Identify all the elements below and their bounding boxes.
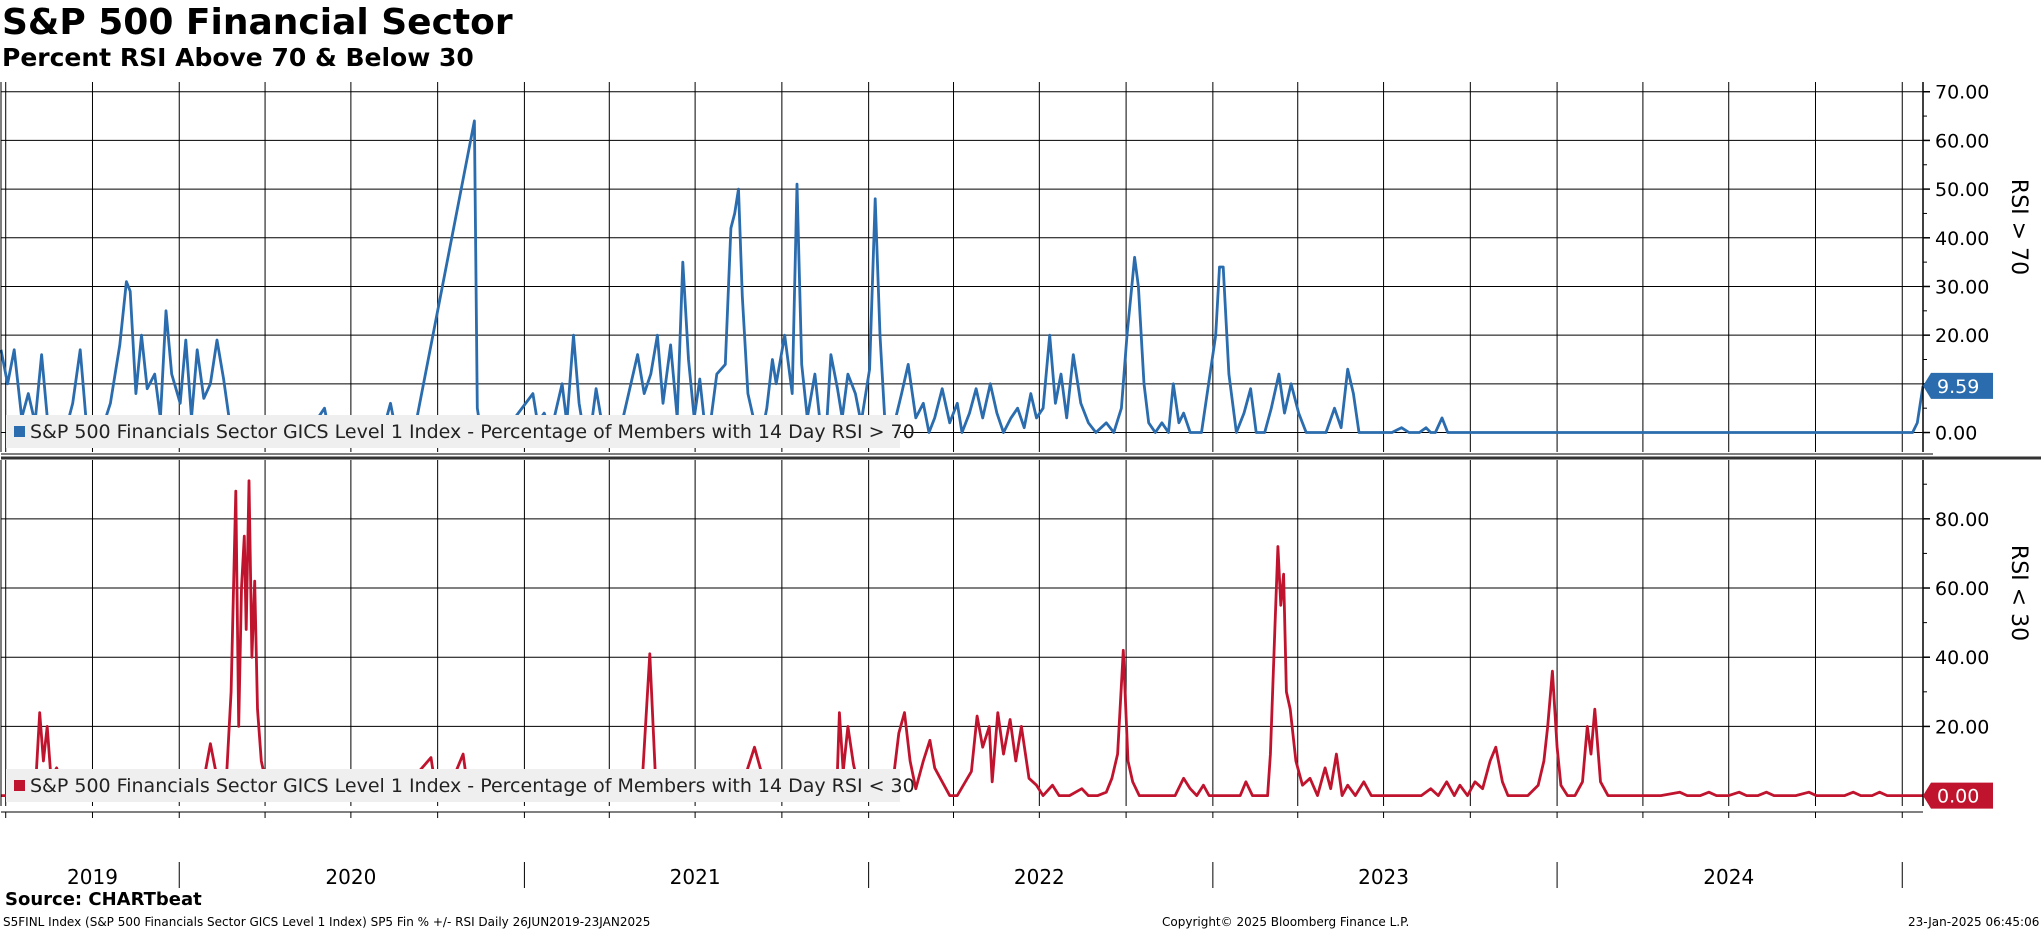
ytick-label: 40.00 [1935, 647, 1989, 669]
legend-box [6, 415, 900, 448]
last-value-tag [1923, 782, 1993, 809]
copyright-text: Copyright© 2025 Bloomberg Finance L.P. [1162, 915, 1410, 929]
ytick-label: 20.00 [1935, 716, 1989, 738]
xtick-label: 2021 [670, 865, 721, 889]
source-label: Source: CHARTbeat [5, 889, 202, 910]
timestamp: 23-Jan-2025 06:45:06 [1908, 915, 2040, 929]
page-subtitle: Percent RSI Above 70 & Below 30 [2, 43, 474, 72]
last-value-label: 0.00 [1937, 786, 1979, 808]
page-title: S&P 500 Financial Sector [2, 2, 513, 43]
series-line [0, 119, 1925, 434]
ticker-info: S5FINL Index (S&P 500 Financials Sector … [3, 915, 651, 929]
axis-layer: 0.0010.0020.0030.0040.0050.0060.0070.009… [0, 82, 2041, 889]
xtick-label: 2023 [1358, 865, 1409, 889]
grid-layer [1, 82, 1923, 806]
legend-layer: S&P 500 Financials Sector GICS Level 1 I… [6, 415, 915, 802]
xtick-label: 2022 [1014, 865, 1065, 889]
ytick-label: 60.00 [1935, 578, 1989, 600]
ytick-label: 40.00 [1935, 228, 1989, 250]
xtick-label: 2024 [1703, 865, 1754, 889]
y-axis-title: RSI > 70 [2006, 179, 2031, 275]
ytick-label: 0.00 [1935, 423, 1977, 445]
xtick-label: 2019 [67, 865, 118, 889]
legend-label: S&P 500 Financials Sector GICS Level 1 I… [30, 421, 915, 443]
y-axis-title: RSI < 30 [2006, 545, 2031, 641]
last-value-tag [1923, 372, 1993, 399]
series-line [1, 479, 1923, 797]
last-value-label: 9.59 [1937, 376, 1979, 398]
legend-swatch [14, 780, 25, 791]
legend-label: S&P 500 Financials Sector GICS Level 1 I… [30, 775, 915, 797]
legend-box [6, 769, 900, 802]
ytick-label: 30.00 [1935, 276, 1989, 298]
ytick-label: 20.00 [1935, 325, 1989, 347]
ytick-label: 60.00 [1935, 130, 1989, 152]
ytick-label: 50.00 [1935, 179, 1989, 201]
xtick-label: 2020 [325, 865, 376, 889]
ytick-label: 70.00 [1935, 82, 1989, 104]
ytick-label: 80.00 [1935, 509, 1989, 531]
legend-swatch [14, 426, 25, 437]
